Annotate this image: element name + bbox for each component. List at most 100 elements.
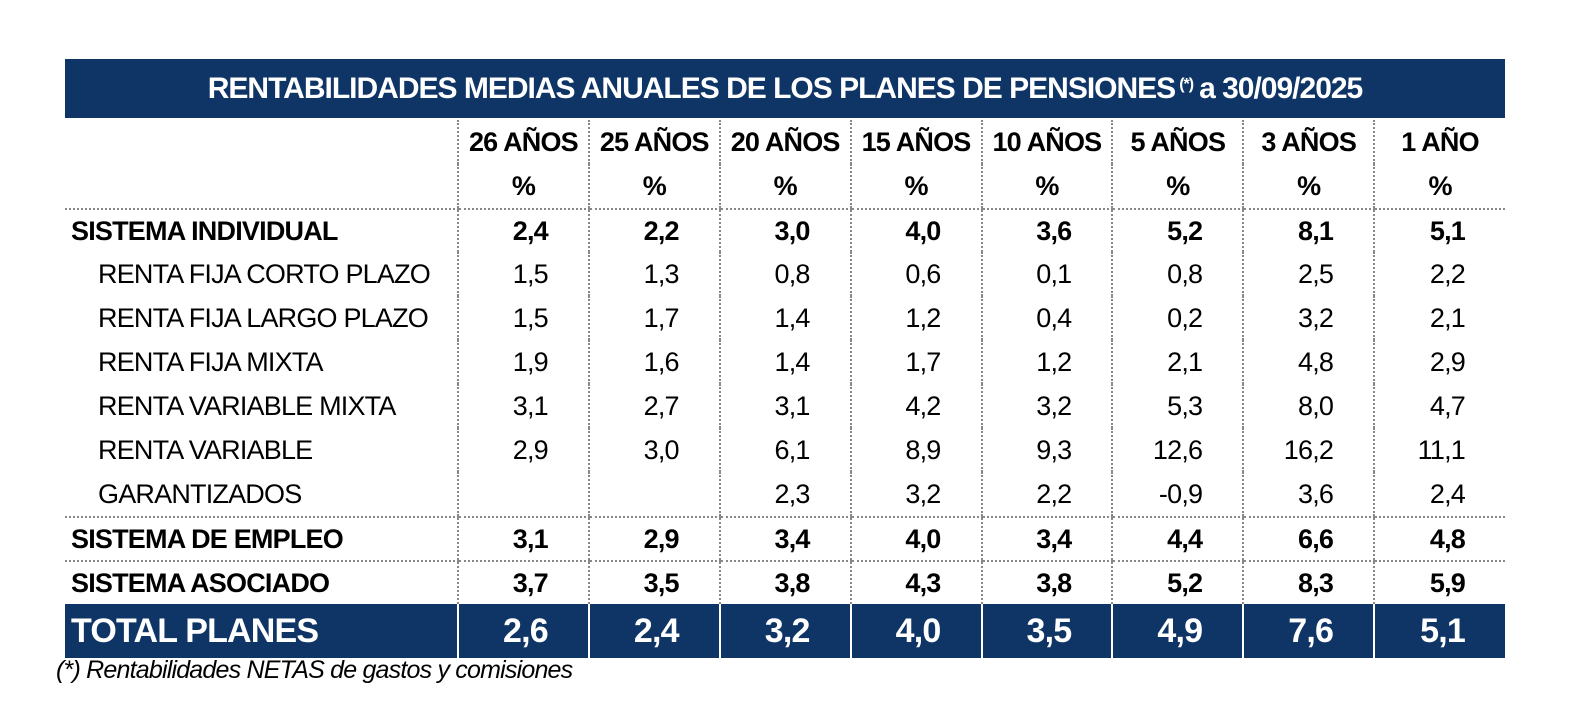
column-header: 26 AÑOS: [457, 120, 589, 164]
value-cell: 0,8: [1111, 252, 1244, 296]
column-header: 25 AÑOS: [587, 120, 720, 164]
value-cell: 0,8: [718, 252, 851, 296]
value-cell: 2,3: [718, 472, 851, 518]
column-header: 10 AÑOS: [980, 120, 1113, 164]
table-row: TOTAL PLANES 2,6 2,4 3,2 4,0 3,5 4,9 7,6 5,1: [65, 604, 1505, 658]
value-cell: 2,2: [587, 209, 720, 252]
row-label: TOTAL PLANES: [65, 604, 458, 658]
row-label: RENTA VARIABLE MIXTA: [98, 390, 396, 421]
value-cell: 8,0: [1242, 384, 1375, 428]
title-text: RENTABILIDADES MEDIAS ANUALES DE LOS PLA…: [207, 71, 1176, 105]
value-cell: 8,9: [849, 428, 982, 472]
column-unit: %: [457, 164, 589, 210]
column-header: 15 AÑOS: [849, 120, 982, 164]
value-cell: 5,2: [1111, 209, 1244, 252]
table-row: GARANTIZADOS 2,3 3,2 2,2 -0,9 3,6 2,4: [65, 472, 1505, 518]
value-cell: 3,0: [587, 428, 720, 472]
value-cell: 4,8: [1242, 340, 1375, 384]
value-cell: 3,1: [718, 384, 851, 428]
value-cell: 4,0: [849, 604, 982, 658]
header-empty: [65, 164, 458, 210]
value-cell: 1,3: [587, 252, 720, 296]
value-cell: 2,4: [587, 604, 720, 658]
value-cell: 2,9: [1373, 340, 1505, 384]
value-cell: 2,2: [980, 472, 1113, 518]
value-cell: 9,3: [980, 428, 1113, 472]
column-header: 3 AÑOS: [1242, 120, 1375, 164]
value-cell: 1,7: [849, 340, 982, 384]
value-cell: 2,4: [1373, 472, 1505, 518]
value-cell: 3,1: [457, 384, 589, 428]
value-cell: 1,2: [980, 340, 1113, 384]
table-row: SISTEMA ASOCIADO 3,7 3,5 3,8 4,3 3,8 5,2 8,3 5,9: [65, 561, 1505, 604]
table-row: RENTA FIJA MIXTA 1,9 1,6 1,4 1,7 1,2 2,1 4,8 2,9: [65, 340, 1505, 384]
value-cell: 4,7: [1373, 384, 1505, 428]
column-header: 5 AÑOS: [1111, 120, 1244, 164]
value-cell: 8,3: [1242, 561, 1375, 604]
value-cell: 4,9: [1111, 604, 1244, 658]
row-label: RENTA FIJA MIXTA: [98, 346, 324, 377]
value-cell: 3,4: [980, 517, 1113, 562]
value-cell: 5,3: [1111, 384, 1244, 428]
row-label: RENTA FIJA LARGO PLAZO: [98, 302, 429, 333]
footnote-mark: (*): [1179, 75, 1194, 93]
row-label: GARANTIZADOS: [65, 472, 458, 518]
row-label: SISTEMA DE EMPLEO: [65, 517, 458, 562]
value-cell: 0,6: [849, 252, 982, 296]
header-row-unit: %%%%%%%%: [65, 164, 1505, 210]
value-cell: -0,9: [1111, 472, 1244, 518]
title-date: a 30/09/2025: [1199, 71, 1363, 105]
value-cell: 4,4: [1111, 517, 1244, 562]
value-cell: 3,5: [980, 604, 1113, 658]
value-cell: 5,9: [1373, 561, 1505, 604]
value-cell: 5,1: [1373, 209, 1505, 252]
value-cell: 3,6: [1242, 472, 1375, 518]
value-cell: 0,1: [980, 252, 1113, 296]
value-cell: 11,1: [1373, 428, 1505, 472]
column-unit: %: [849, 164, 982, 210]
table-title: RENTABILIDADES MEDIAS ANUALES DE LOS PLA…: [65, 59, 1505, 118]
value-cell: 12,6: [1111, 428, 1244, 472]
value-cell: 3,1: [457, 517, 589, 562]
footnote: (*) Rentabilidades NETAS de gastos y com…: [56, 656, 573, 684]
value-cell: 2,6: [457, 604, 589, 658]
column-unit: %: [1111, 164, 1244, 210]
value-cell: 2,2: [1373, 252, 1505, 296]
value-cell: 0,4: [980, 296, 1113, 340]
row-label: SISTEMA ASOCIADO: [71, 567, 330, 598]
value-cell: 2,1: [1373, 296, 1505, 340]
value-cell: 8,1: [1242, 209, 1375, 252]
value-cell: 1,5: [457, 252, 589, 296]
value-cell: 6,6: [1242, 517, 1375, 562]
value-cell: 3,6: [980, 209, 1113, 252]
value-cell: 3,2: [980, 384, 1113, 428]
value-cell: 3,7: [457, 561, 589, 604]
value-cell: 1,6: [587, 340, 720, 384]
value-cell: 3,5: [587, 561, 720, 604]
value-cell: 1,5: [457, 296, 589, 340]
value-cell: 2,4: [457, 209, 589, 252]
table-row: SISTEMA INDIVIDUAL 2,4 2,2 3,0 4,0 3,6 5,2 8,1 5…: [65, 209, 1505, 252]
value-cell: 4,0: [849, 517, 982, 562]
value-cell: 0,2: [1111, 296, 1244, 340]
value-cell: 3,2: [849, 472, 982, 518]
value-cell: 1,2: [849, 296, 982, 340]
value-cell: 4,2: [849, 384, 982, 428]
column-unit: %: [718, 164, 851, 210]
table-row: SISTEMA DE EMPLEO 3,1 2,9 3,4 4,0 3,4 4,4 6,6 4,…: [65, 517, 1505, 562]
column-header: 1 AÑO: [1373, 120, 1505, 164]
header-empty: [65, 120, 458, 164]
value-cell: 3,2: [718, 604, 851, 658]
table-row: RENTA FIJA CORTO PLAZO 1,5 1,3 0,8 0,6 0,1 0,8…: [65, 252, 1505, 296]
table-row: RENTA FIJA LARGO PLAZO 1,5 1,7 1,4 1,2 0,4 0,2…: [65, 296, 1505, 340]
value-cell: [587, 472, 720, 518]
value-cell: 2,9: [457, 428, 589, 472]
value-cell: 1,9: [457, 340, 589, 384]
value-cell: 3,4: [718, 517, 851, 562]
value-cell: 5,2: [1111, 561, 1244, 604]
table-row: RENTA VARIABLE MIXTA 3,1 2,7 3,1 4,2 3,2 5,3 8,…: [65, 384, 1505, 428]
value-cell: 1,4: [718, 296, 851, 340]
column-unit: %: [1373, 164, 1505, 210]
column-unit: %: [1242, 164, 1375, 210]
row-label: SISTEMA INDIVIDUAL: [71, 215, 338, 246]
